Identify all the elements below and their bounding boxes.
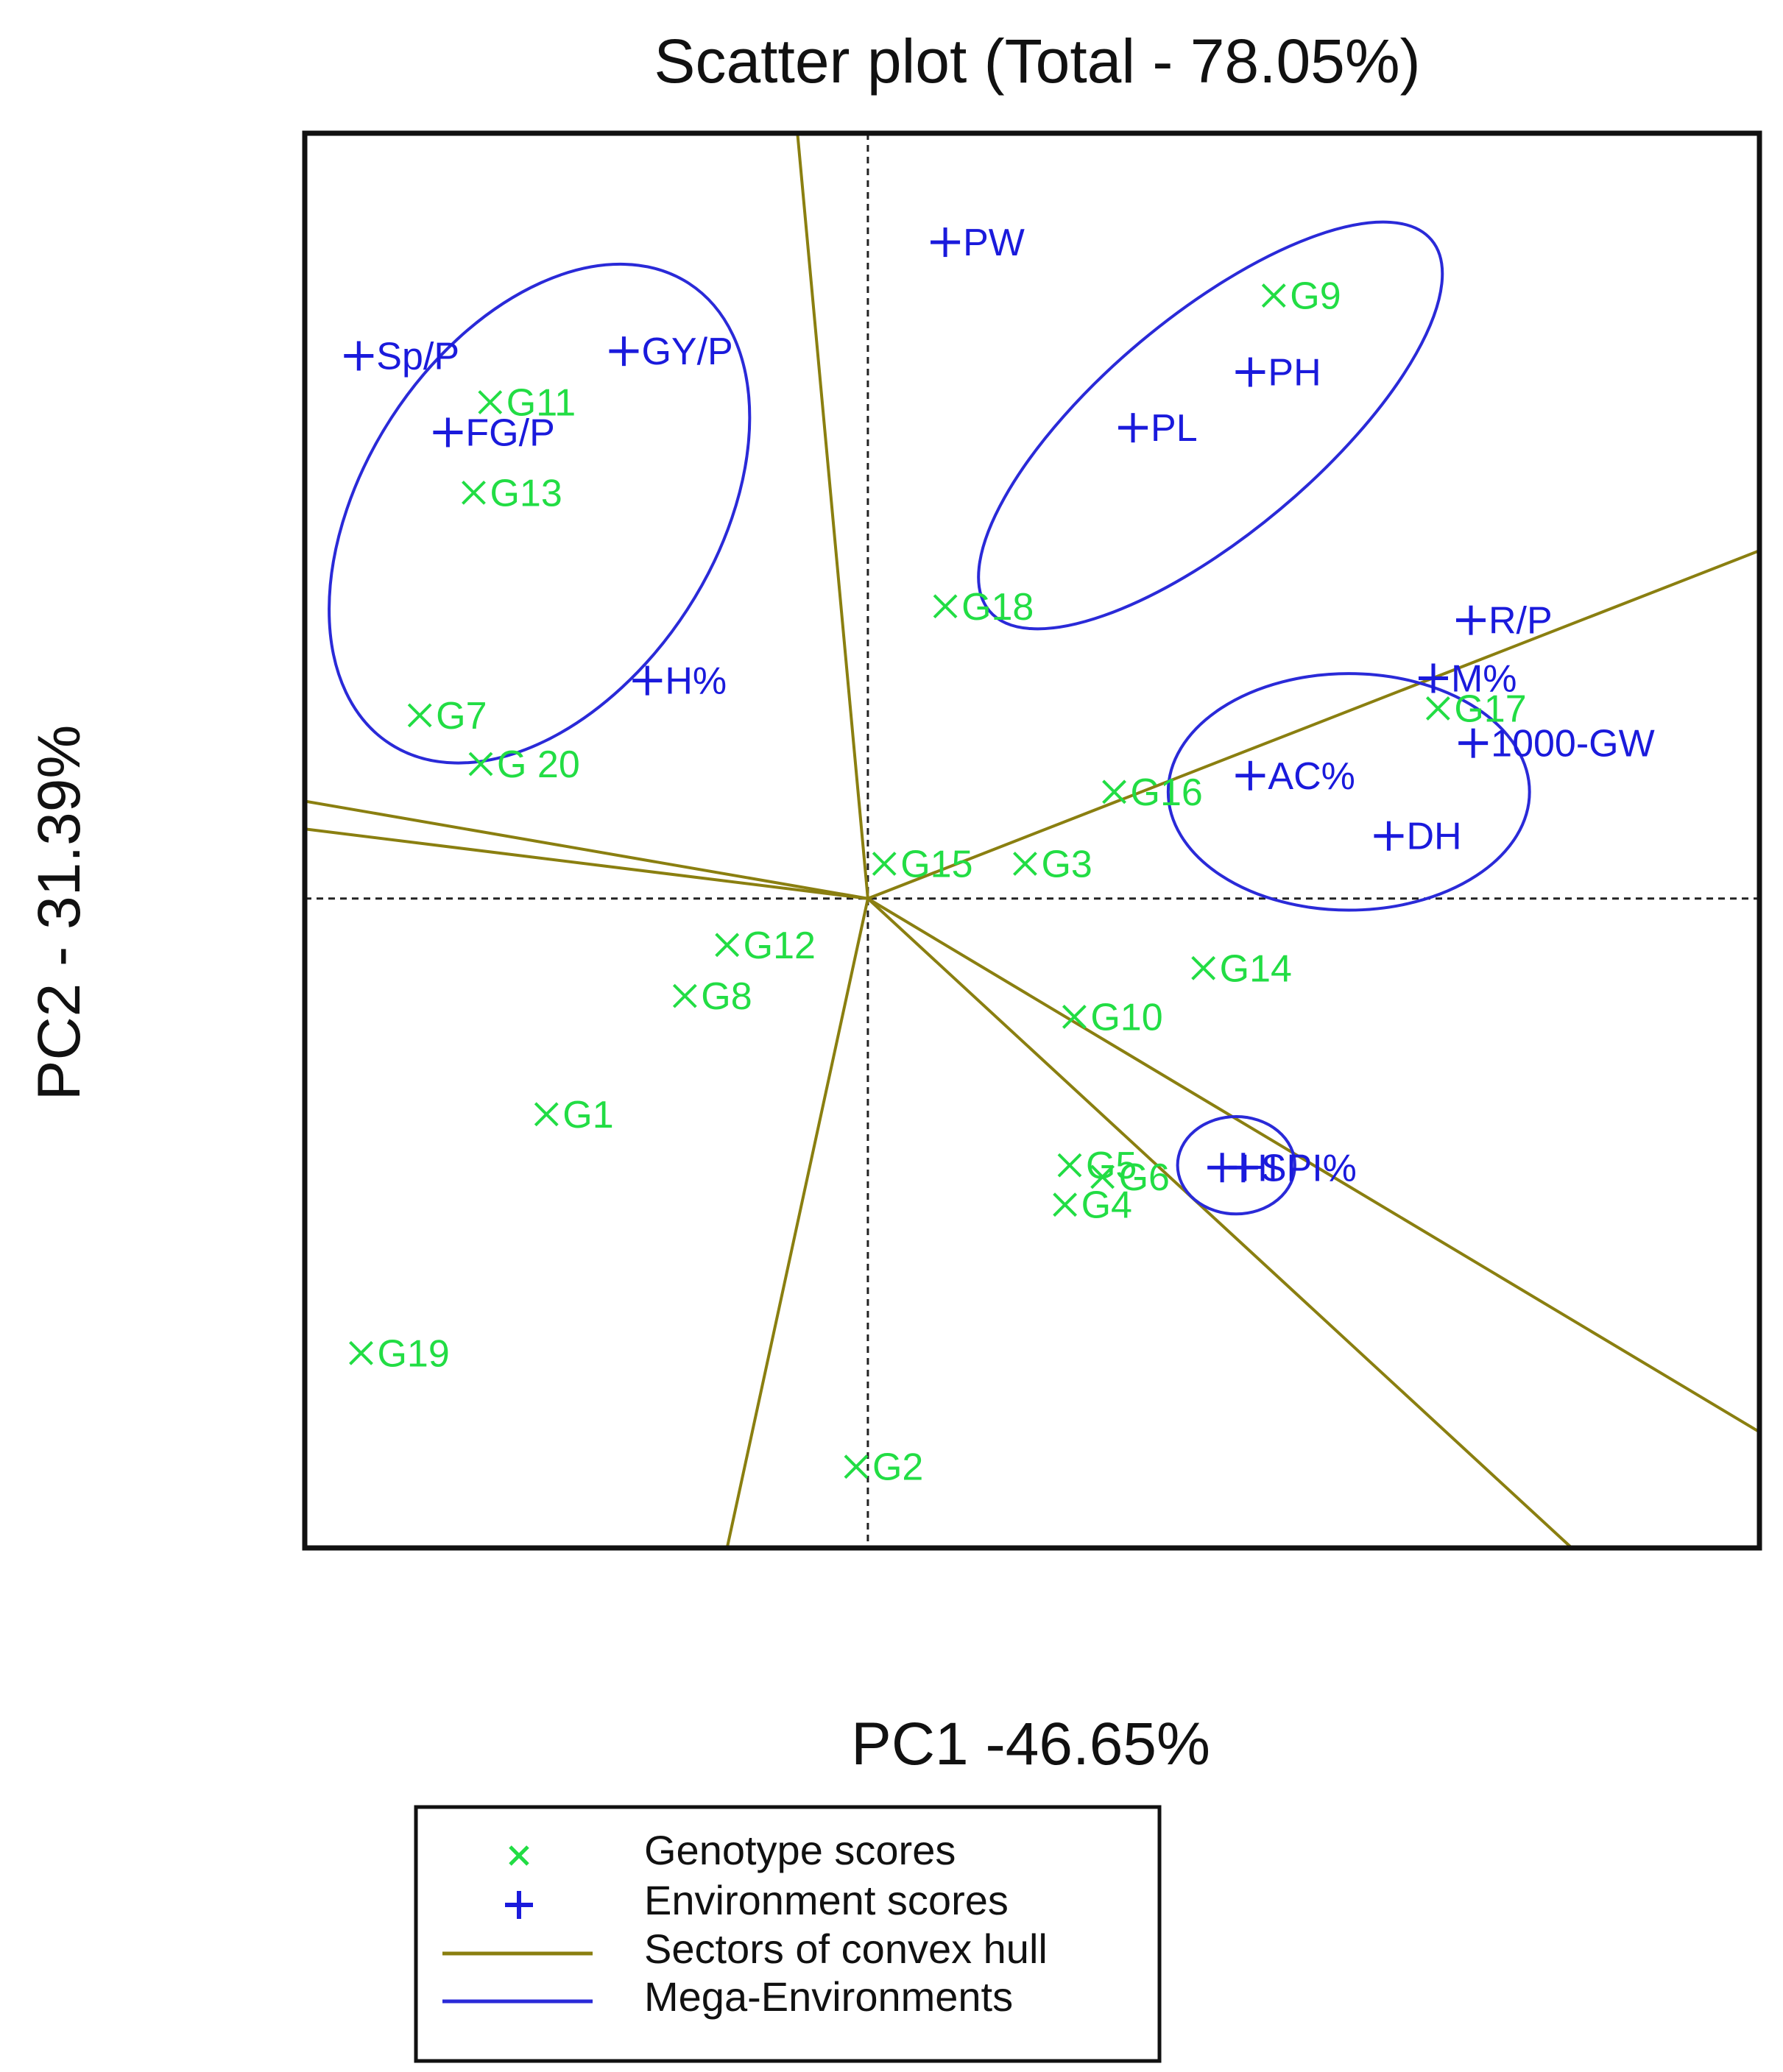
genotype-point — [1261, 283, 1286, 308]
genotype-label: G12 — [744, 924, 816, 967]
genotype-point — [462, 480, 486, 505]
genotype-point — [1102, 779, 1126, 805]
sector-rays — [305, 133, 1759, 1548]
genotype-point — [1090, 1164, 1115, 1189]
environment-label: M% — [1451, 657, 1517, 700]
mega-environment-ellipse — [1166, 672, 1531, 912]
genotype-point — [1191, 955, 1216, 980]
legend-environment-icon — [505, 1891, 533, 1919]
genotype-point — [1053, 1192, 1078, 1217]
environment-point — [1458, 728, 1489, 758]
genotype-point — [872, 852, 897, 876]
sector-ray — [796, 133, 869, 899]
reference-lines — [305, 133, 1759, 1548]
environment-point — [1235, 760, 1265, 791]
genotype-label: G16 — [1131, 771, 1203, 814]
plot-area: G1G2G3G4G5G6G7G8G9G10G11G12G13G14G15G16G… — [302, 130, 1762, 1551]
environment-point — [1235, 357, 1265, 387]
environment-point — [1418, 663, 1448, 693]
genotype-point — [534, 1102, 559, 1127]
environment-point — [1374, 821, 1404, 851]
genotype-label: G10 — [1090, 996, 1162, 1039]
legend-environment-label: Environment scores — [644, 1877, 1009, 1923]
genotype-label: G17 — [1454, 687, 1526, 730]
environment-label: R/P — [1489, 600, 1553, 643]
environment-label: H% — [665, 660, 727, 703]
genotype-label: G7 — [436, 695, 487, 738]
genotype-label: G11 — [506, 381, 576, 424]
legend-genotype-label: Genotype scores — [644, 1827, 956, 1873]
environment-point — [632, 665, 663, 696]
legend: Genotype scores Environment scores Secto… — [414, 1805, 1162, 2063]
environment-point — [1455, 605, 1486, 635]
environment-label: GY/P — [641, 330, 732, 373]
environment-label: FG/P — [465, 411, 554, 454]
genotype-point — [844, 1454, 869, 1479]
genotype-point — [349, 1340, 373, 1365]
genotype-label: G 20 — [497, 743, 580, 786]
mega-environment-ellipse — [328, 262, 752, 765]
genotype-label: G13 — [490, 472, 562, 515]
genotype-label: G15 — [900, 844, 972, 886]
legend-mega-label: Mega-Environments — [644, 1973, 1013, 2020]
environment-label: 1000-GW — [1491, 723, 1655, 765]
genotype-label: G14 — [1220, 947, 1292, 990]
genotype-point — [478, 390, 503, 414]
environment-point — [344, 341, 374, 371]
points-layer: G1G2G3G4G5G6G7G8G9G10G11G12G13G14G15G16G… — [344, 222, 1655, 1489]
environment-label: DH — [1406, 816, 1461, 858]
environment-point — [1228, 1153, 1258, 1183]
genotype-label: G19 — [377, 1332, 449, 1375]
mega-environment-ellipses — [328, 220, 1531, 1216]
plot-content: G1G2G3G4G5G6G7G8G9G10G11G12G13G14G15G16G… — [305, 133, 1759, 1548]
sector-ray — [867, 549, 1759, 900]
genotype-label: G8 — [701, 975, 752, 1018]
mega-environment-ellipse — [977, 220, 1444, 631]
legend-genotype-icon — [509, 1845, 529, 1866]
environment-label: AC% — [1268, 755, 1355, 798]
environment-point — [609, 336, 639, 367]
genotype-label: G1 — [562, 1094, 613, 1136]
genotype-label: G3 — [1041, 844, 1092, 886]
sector-ray — [305, 799, 869, 900]
environment-point — [1118, 413, 1148, 443]
genotype-point — [1425, 696, 1450, 721]
environment-point — [931, 227, 961, 258]
environment-label: Sp/P — [376, 335, 459, 378]
environment-label: PW — [963, 222, 1025, 264]
legend-box — [414, 1805, 1162, 2063]
x-axis-label: PC1 -46.65% — [851, 1711, 1210, 1778]
environment-label: PL — [1151, 407, 1198, 450]
genotype-point — [407, 703, 432, 728]
environment-label: PH — [1268, 352, 1321, 395]
environment-label: SPI% — [1261, 1147, 1357, 1189]
genotype-label: G4 — [1081, 1184, 1132, 1227]
genotype-point — [715, 933, 740, 958]
sector-ray — [866, 897, 1573, 1548]
genotype-label: G6 — [1119, 1156, 1170, 1199]
genotype-point — [933, 594, 958, 619]
plot-frame — [302, 130, 1762, 1551]
sector-ray — [305, 827, 869, 900]
genotype-label: G2 — [872, 1446, 923, 1489]
mega-environment-ellipse — [1176, 1114, 1296, 1216]
genotype-point — [1013, 852, 1037, 876]
sector-ray — [725, 898, 869, 1548]
sector-ray — [866, 897, 1759, 1434]
genotype-point — [1062, 1005, 1087, 1029]
genotype-point — [1057, 1153, 1082, 1178]
genotype-point — [468, 752, 493, 777]
legend-sector-label: Sectors of convex hull — [644, 1926, 1048, 1972]
genotype-label: G18 — [961, 586, 1034, 629]
genotype-point — [672, 983, 697, 1008]
environment-point — [433, 417, 463, 448]
genotype-label: G9 — [1290, 275, 1341, 318]
chart-title: Scatter plot (Total - 78.05%) — [654, 26, 1420, 96]
y-axis-label: PC2 - 31.39% — [26, 725, 93, 1101]
